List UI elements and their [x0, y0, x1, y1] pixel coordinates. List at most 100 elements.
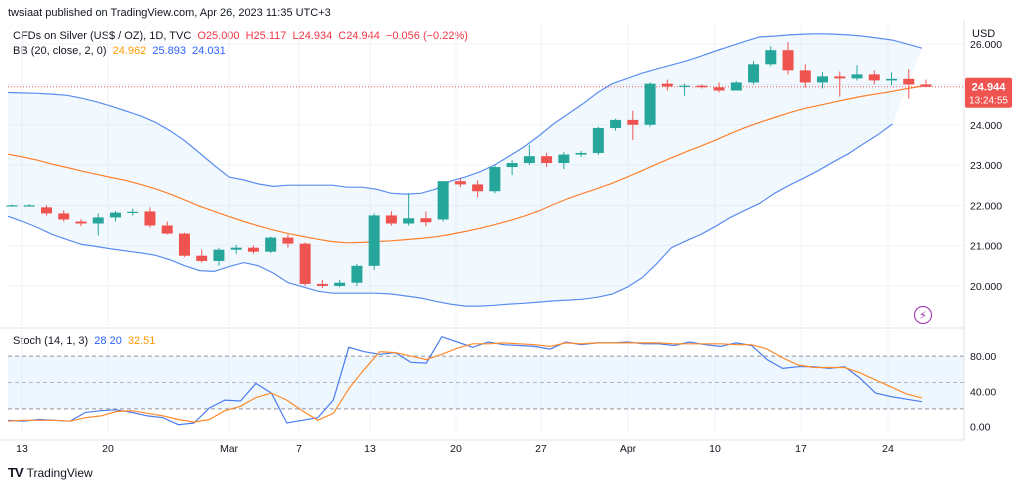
time-tick-label: 10 — [709, 443, 721, 455]
price-tick-label: 20.000 — [970, 281, 1002, 293]
candle-body — [23, 205, 35, 207]
bollinger-bands — [7, 33, 964, 307]
tradingview-logo: TV TradingView — [8, 465, 93, 480]
candle-body — [851, 74, 863, 79]
price-tick-label: 26.000 — [970, 39, 1002, 51]
time-tick-label: 7 — [296, 443, 302, 455]
candle-body — [437, 181, 449, 220]
symbol-title[interactable]: CFDs on Silver (US$ / OZ), 1D, TVC — [13, 30, 192, 42]
time-tick-label: 27 — [535, 443, 547, 455]
last-price-label: 24.944 — [972, 82, 1007, 94]
bb-fill — [8, 33, 922, 307]
stoch-k-line — [7, 335, 923, 426]
time-tick-label: 13 — [16, 443, 28, 455]
time-tick-label: 13 — [364, 443, 376, 455]
ohlc-low: L24.934 — [292, 30, 333, 42]
stoch-label[interactable]: Stoch (14, 1, 3) — [13, 335, 89, 347]
stochastic-panel — [0, 327, 964, 426]
tv-logo-icon: TV — [8, 465, 24, 480]
candle-body — [196, 255, 208, 261]
time-tick-label: Mar — [220, 443, 239, 455]
candle-body — [351, 265, 363, 283]
candle-body — [782, 50, 794, 71]
candle-body — [75, 221, 87, 224]
candle-body — [886, 78, 898, 81]
bb-upper-line — [7, 33, 923, 195]
candle-body — [282, 237, 294, 244]
candle-body — [523, 156, 535, 164]
candle-body — [247, 247, 259, 252]
candle-body — [368, 215, 380, 266]
candle-body — [834, 76, 846, 79]
stoch-tick-label: 40.00 — [970, 386, 996, 398]
stoch-tick-label: 80.00 — [970, 351, 996, 363]
candle-body — [575, 152, 587, 155]
candle-body — [299, 243, 311, 284]
ohlc-close: C24.944 — [338, 30, 380, 42]
candle-body — [127, 211, 139, 213]
time-tick-label: 20 — [102, 443, 114, 455]
currency-label: USD — [972, 28, 996, 40]
candle-body — [868, 74, 880, 81]
bb-lower-value: 24.031 — [192, 45, 226, 57]
symbol-legend: CFDs on Silver (US$ / OZ), 1D, TVC O25.0… — [13, 30, 471, 42]
stoch-d-value: 32.51 — [127, 335, 156, 347]
stoch-d-line — [7, 342, 923, 423]
candle-body — [765, 50, 777, 65]
candle-body — [610, 119, 622, 128]
candle-body — [230, 247, 242, 250]
bb-label[interactable]: BB (20, close, 2, 0) — [13, 45, 107, 57]
price-tick-label: 24.000 — [970, 120, 1002, 132]
candle-body — [472, 184, 484, 192]
candle-body — [730, 82, 742, 91]
candle-body — [109, 212, 121, 218]
candle-body — [903, 78, 915, 85]
lightning-icon[interactable]: ⚡ — [914, 306, 932, 324]
candle-body — [334, 282, 346, 286]
candle-body — [454, 181, 466, 185]
candle-body — [506, 163, 518, 168]
candle-body — [420, 218, 432, 223]
candle-body — [592, 127, 604, 153]
candle-body — [92, 217, 104, 224]
ohlc-high: H25.117 — [245, 30, 287, 42]
bb-upper-value: 25.893 — [152, 45, 186, 57]
candle-body — [6, 205, 18, 207]
candle-body — [748, 64, 760, 83]
candle-body — [178, 233, 190, 256]
ohlc-change: −0.056 (−0.22%) — [385, 30, 468, 42]
bb-basis-line — [7, 85, 923, 244]
time-tick-label: 24 — [882, 443, 894, 455]
candle-body — [696, 85, 708, 88]
time-tick-label: 20 — [450, 443, 462, 455]
candle-body — [403, 218, 415, 224]
countdown-label: 13:24:55 — [969, 96, 1008, 107]
candle-body — [558, 154, 570, 164]
last-price-badge — [965, 77, 1012, 108]
candle-body — [316, 283, 328, 286]
price-tick-label: 23.000 — [970, 160, 1002, 172]
candle-body — [40, 207, 52, 214]
time-tick-label: 17 — [795, 443, 807, 455]
candle-body — [385, 215, 397, 224]
price-tick-label: 21.000 — [970, 241, 1002, 253]
candle-body — [679, 85, 691, 87]
candle-body — [161, 225, 173, 234]
candle-body — [920, 84, 932, 87]
stoch-tick-label: 0.00 — [970, 422, 991, 434]
candle-body — [541, 156, 553, 164]
candle-body — [489, 167, 501, 192]
candle-body — [213, 249, 225, 261]
brand-name: TradingView — [26, 465, 93, 480]
bb-basis-value: 24.962 — [112, 45, 147, 57]
candle-body — [627, 119, 639, 125]
candle-body — [144, 211, 156, 226]
axes: 26.00025.00024.00023.00022.00021.00020.0… — [0, 20, 1012, 455]
candle-body — [58, 213, 70, 220]
price-tick-label: 22.000 — [970, 200, 1002, 212]
time-tick-label: Apr — [620, 443, 637, 455]
bb-lower-line — [7, 123, 893, 307]
candle-body — [265, 237, 277, 252]
candle-body — [817, 76, 829, 83]
